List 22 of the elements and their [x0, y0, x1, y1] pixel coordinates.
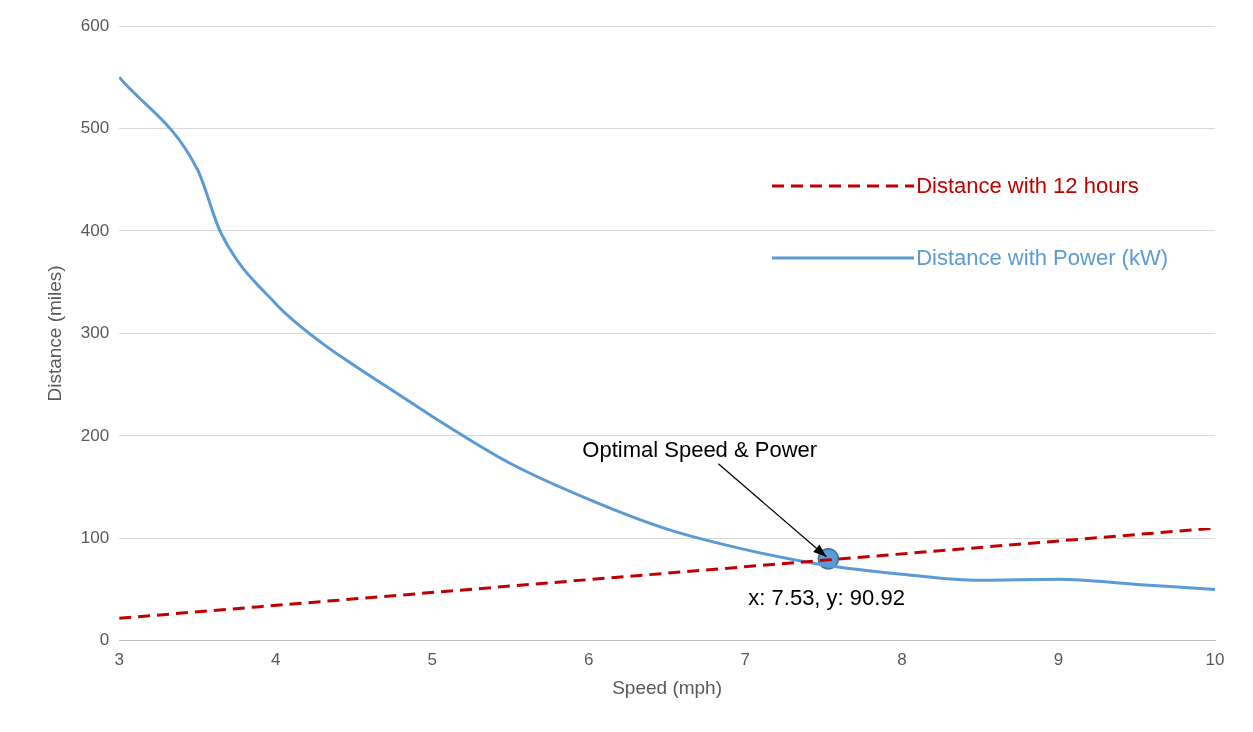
annotation: Optimal Speed & Power — [582, 436, 818, 462]
x-tick-label: 7 — [740, 649, 751, 669]
y-axis-title: Distance (miles) — [43, 265, 65, 402]
x-tick-label: 8 — [897, 649, 907, 669]
y-tick-label: 300 — [80, 323, 110, 343]
x-tick-label: 9 — [1053, 649, 1064, 669]
annotation: x: 7.53, y: 90.92 — [748, 584, 905, 610]
y-tick-label: 100 — [80, 528, 110, 548]
line-series — [119, 75, 1215, 592]
text: Distance with 12 hours — [916, 173, 1139, 199]
y-tick-label: 0 — [99, 630, 110, 650]
x-tick-label: 6 — [584, 649, 594, 669]
text: Distance with Power (kW) — [916, 245, 1168, 271]
x-tick-label: 4 — [270, 649, 281, 669]
x-tick-label: 3 — [114, 649, 124, 669]
y-tick-label: 500 — [80, 118, 110, 138]
y-tick-label: 600 — [80, 15, 110, 35]
x-axis-title: Speed (mph) — [612, 676, 722, 698]
x-tick-label: 10 — [1205, 649, 1225, 669]
y-tick-label: 200 — [80, 425, 110, 445]
y-tick-label: 400 — [80, 220, 110, 240]
x-tick-label: 5 — [427, 649, 437, 669]
